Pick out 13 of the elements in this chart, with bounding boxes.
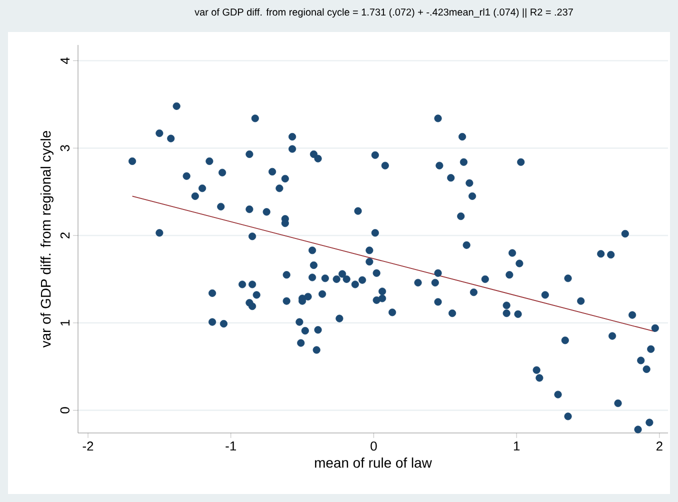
y-tick-label: 3	[60, 145, 70, 152]
x-tick-label: -1	[226, 442, 236, 450]
x-axis-title: mean of rule of law	[315, 458, 432, 468]
x-tick-label: 1	[514, 442, 520, 450]
y-tick-label: 1	[60, 320, 70, 326]
y-tick-label: 4	[60, 57, 70, 64]
x-tick-label: 2	[656, 442, 662, 451]
x-tick-label: -2	[82, 442, 94, 451]
x-tick-label: 0	[370, 442, 377, 451]
y-tick-label: 2	[60, 232, 70, 238]
y-tick-label: 0	[60, 407, 70, 414]
y-axis-title: var of GDP diff. from regional cycle	[40, 130, 54, 348]
chart-title: var of GDP diff. from regional cycle = 1.731 (.072) + -.423mean_rl1 (.074) || R2 = .237	[194, 8, 573, 18]
